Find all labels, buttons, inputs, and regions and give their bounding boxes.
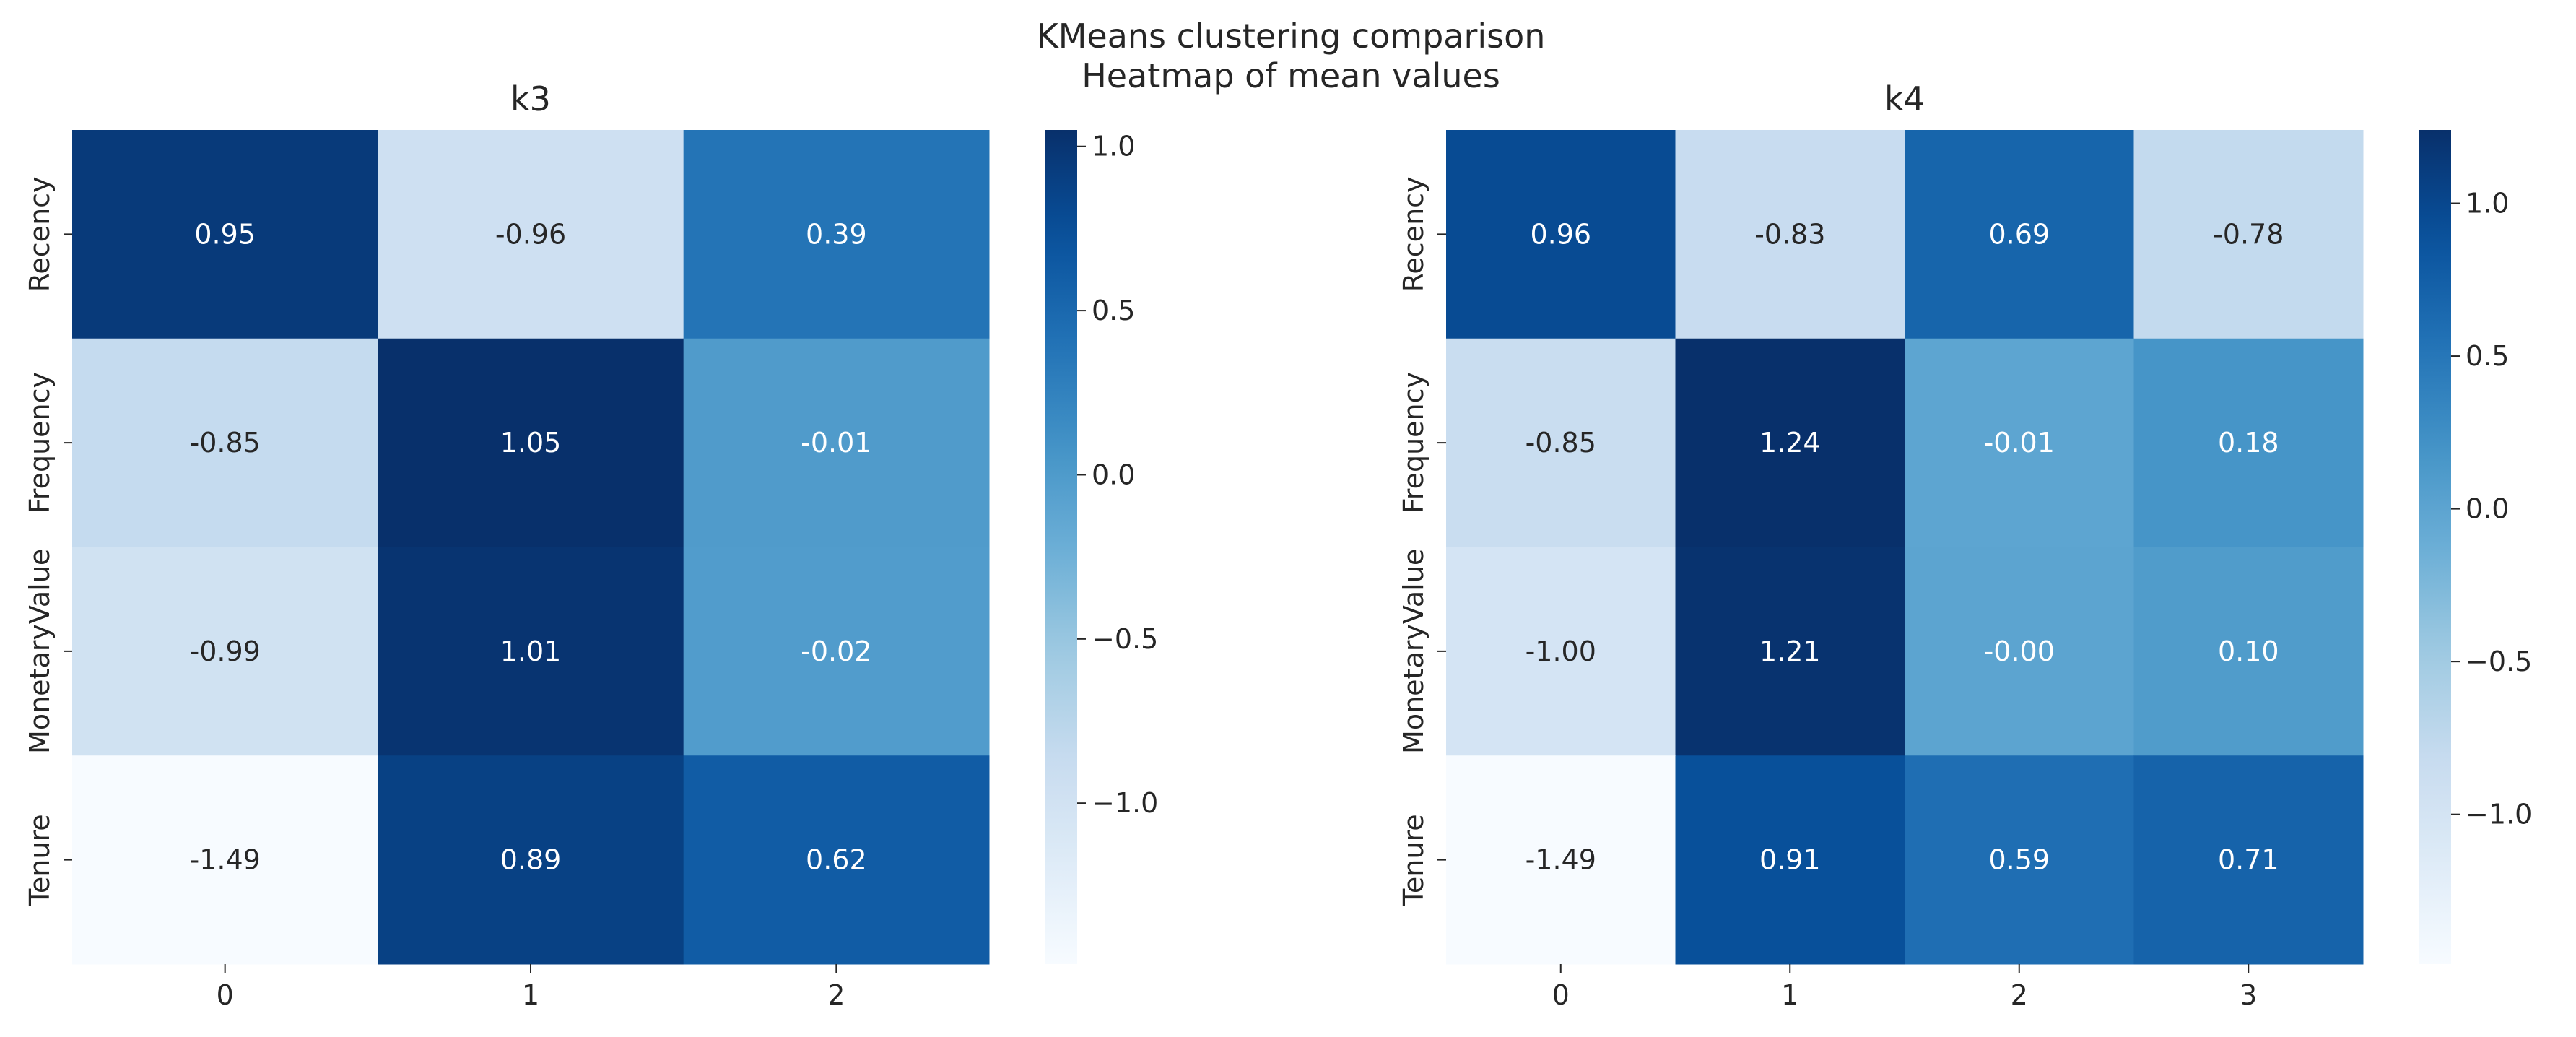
- cell-value-label: 1.24: [1759, 427, 1821, 459]
- heatmap-cell: [1675, 130, 1905, 339]
- figure-suptitle-line1: KMeans clustering comparison: [1037, 17, 1546, 56]
- cell-value-label: -0.85: [1526, 427, 1596, 459]
- heatmap-cell: [2133, 547, 2364, 756]
- heatmap-cell: [378, 130, 684, 339]
- heatmap-cell: [378, 547, 684, 756]
- cell-value-label: 0.95: [194, 218, 256, 250]
- heatmap-cell: [378, 755, 684, 965]
- colorbar-tick-label: −0.5: [1092, 623, 1158, 655]
- x-tick-label: 2: [2011, 979, 2028, 1011]
- heatmap-cell: [1446, 130, 1676, 339]
- heatmap-cell: [72, 130, 378, 339]
- heatmap-cell: [1446, 338, 1676, 547]
- cell-value-label: 0.62: [806, 844, 867, 876]
- y-tick-label: Recency: [24, 176, 56, 292]
- heatmap-cell: [1446, 547, 1676, 756]
- colorbar-tick-label: 0.5: [2466, 340, 2509, 372]
- cell-value-label: 0.39: [806, 218, 867, 250]
- x-tick-label: 1: [522, 979, 539, 1011]
- heatmap-cell: [72, 338, 378, 547]
- heatmap-k3: k30.95 -0.96 0.39-0.85 1.05 -0.01-0.99 1.01 -0…: [24, 79, 1158, 1011]
- heatmap-cell: [1905, 130, 2134, 339]
- cell-value-label: -1.49: [190, 844, 261, 876]
- cell-value-label: -1.00: [1526, 635, 1596, 667]
- colorbar-tick-label: 1.0: [1092, 131, 1135, 162]
- heatmap-k4: k4 0.96 -0.83 0.69 -0.78 -0.85 1.24 -0.01 0.18 -1…: [1398, 79, 2532, 1011]
- heatmap-title: k4: [1884, 79, 1925, 118]
- x-tick-label: 1: [1781, 979, 1798, 1011]
- cell-value-label: -0.02: [801, 635, 871, 667]
- x-tick-label: 2: [827, 979, 845, 1011]
- x-tick-label: 3: [2240, 979, 2257, 1011]
- colorbar-tick-label: −1.0: [1092, 787, 1158, 819]
- cell-value-label: -0.96: [495, 218, 566, 250]
- heatmap-cell: [2133, 755, 2364, 965]
- heatmap-cell: [683, 755, 990, 965]
- x-tick-label: 0: [1552, 979, 1570, 1011]
- heatmap-cell: [1675, 338, 1905, 547]
- y-tick-label: Frequency: [24, 372, 56, 513]
- colorbar: [2419, 130, 2451, 964]
- cell-value-label: 0.10: [2218, 635, 2279, 667]
- cell-value-label: -1.49: [1526, 844, 1596, 876]
- heatmap-cell: [72, 755, 378, 965]
- colorbar-tick-label: 0.5: [1092, 295, 1135, 326]
- colorbar-tick-label: 0.0: [1092, 459, 1135, 490]
- colorbar: [1045, 130, 1077, 964]
- cell-value-label: 1.05: [500, 427, 562, 459]
- y-tick-label: MonetaryValue: [24, 549, 56, 754]
- cell-value-label: 0.96: [1530, 218, 1591, 250]
- cell-value-label: -0.78: [2213, 218, 2284, 250]
- y-tick-label: Tenure: [1398, 814, 1430, 906]
- heatmap-cell: [1675, 755, 1905, 965]
- colorbar-tick-label: −0.5: [2466, 646, 2532, 677]
- heatmap-cell: [1446, 755, 1676, 965]
- colorbar-tick-label: 1.0: [2466, 188, 2509, 220]
- heatmap-cell: [2133, 338, 2364, 547]
- cell-value-label: -0.83: [1754, 218, 1825, 250]
- cell-value-label: -0.01: [1984, 427, 2055, 459]
- heatmap-cell: [2133, 130, 2364, 339]
- heatmap-cell: [1905, 755, 2134, 965]
- cell-value-label: -0.99: [190, 635, 261, 667]
- y-tick-label: Recency: [1398, 176, 1430, 292]
- cell-value-label: -0.85: [190, 427, 261, 459]
- cell-value-label: 0.18: [2218, 427, 2279, 459]
- cell-value-label: -0.00: [1984, 635, 2055, 667]
- y-tick-label: Frequency: [1398, 372, 1430, 513]
- cell-value-label: 0.71: [2218, 844, 2279, 876]
- colorbar-tick-label: 0.0: [2466, 493, 2509, 525]
- heatmap-cell: [72, 547, 378, 756]
- y-tick-label: MonetaryValue: [1398, 549, 1430, 754]
- heatmap-cell: [378, 338, 684, 547]
- colorbar-tick-label: −1.0: [2466, 799, 2532, 830]
- cell-value-label: 1.21: [1759, 635, 1821, 667]
- cell-value-label: 0.59: [1988, 844, 2050, 876]
- heatmap-cell: [1905, 547, 2134, 756]
- figure-suptitle-line2: Heatmap of mean values: [1082, 56, 1500, 95]
- heatmap-cell: [1905, 338, 2134, 547]
- heatmap-cell: [683, 547, 990, 756]
- cell-value-label: 0.89: [500, 844, 562, 876]
- y-tick-label: Tenure: [24, 814, 56, 906]
- cell-value-label: 0.91: [1759, 844, 1821, 876]
- x-tick-label: 0: [217, 979, 234, 1011]
- heatmap-title: k3: [510, 79, 551, 118]
- cell-value-label: 1.01: [500, 635, 562, 667]
- heatmap-cell: [1675, 547, 1905, 756]
- cell-value-label: 0.69: [1988, 218, 2050, 250]
- heatmap-cell: [683, 130, 990, 339]
- heatmap-cell: [683, 338, 990, 547]
- cell-value-label: -0.01: [801, 427, 871, 459]
